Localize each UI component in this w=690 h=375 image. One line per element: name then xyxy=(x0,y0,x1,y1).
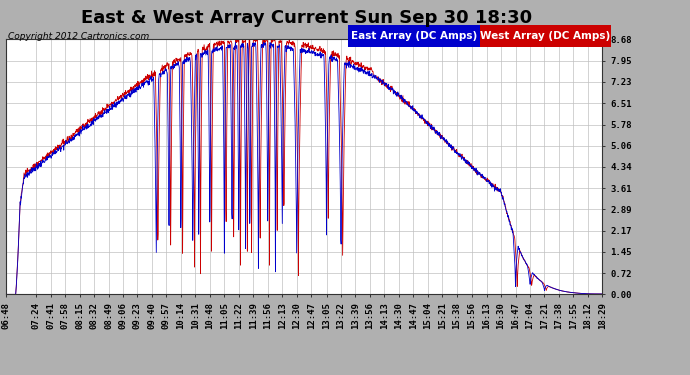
Text: East Array (DC Amps): East Array (DC Amps) xyxy=(351,31,477,40)
Text: Copyright 2012 Cartronics.com: Copyright 2012 Cartronics.com xyxy=(8,32,150,41)
Text: West Array (DC Amps): West Array (DC Amps) xyxy=(480,31,610,40)
Text: East & West Array Current Sun Sep 30 18:30: East & West Array Current Sun Sep 30 18:… xyxy=(81,9,533,27)
